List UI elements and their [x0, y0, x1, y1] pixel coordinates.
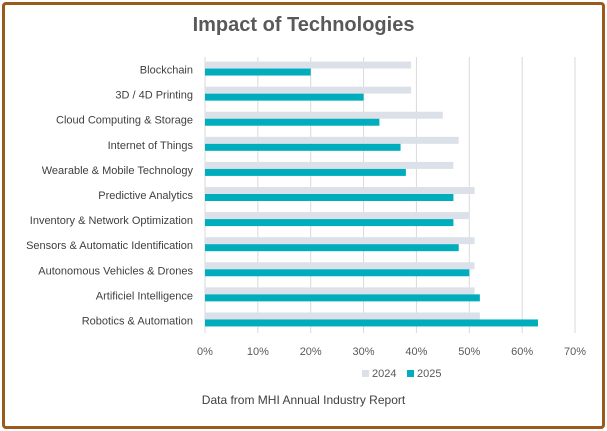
bar-2025	[205, 294, 480, 302]
y-category-label: Internet of Things	[108, 140, 194, 152]
bar-2025	[205, 68, 311, 76]
chart-title: Impact of Technologies	[192, 14, 415, 36]
y-category-label: Cloud Computing & Storage	[56, 115, 193, 127]
x-tick-label: 10%	[247, 346, 269, 358]
x-tick-label: 20%	[300, 346, 322, 358]
bar-2025	[205, 118, 380, 126]
bar-2024	[205, 212, 470, 220]
x-tick-label: 0%	[197, 346, 213, 358]
bar-2024	[205, 136, 459, 144]
bar-2025	[205, 194, 454, 201]
y-category-label: Inventory & Network Optimization	[30, 215, 193, 227]
y-category-label: Predictive Analytics	[98, 190, 193, 202]
bar-2025	[205, 93, 364, 101]
legend-swatch-2024	[362, 370, 369, 377]
y-category-label: Sensors & Automatic Identification	[26, 240, 193, 252]
x-tick-label: 40%	[405, 346, 427, 358]
x-tick-label: 30%	[353, 346, 375, 358]
bar-2024	[205, 262, 475, 270]
bar-2025	[205, 269, 470, 277]
x-tick-label: 60%	[511, 346, 533, 358]
bar-2024	[205, 161, 454, 169]
y-category-label: Robotics & Automation	[82, 315, 193, 327]
legend-swatch-2025	[407, 370, 414, 377]
bar-2025	[205, 168, 406, 176]
bar-2024	[205, 86, 412, 94]
y-category-label: Artificiel Intelligence	[96, 290, 193, 302]
bar-2024	[205, 61, 412, 69]
bar-2025	[205, 143, 401, 151]
y-category-label: Wearable & Mobile Technology	[42, 165, 194, 177]
y-category-label: 3D / 4D Printing	[115, 90, 193, 102]
legend-label: 2024	[372, 368, 396, 380]
legend-label: 2025	[417, 368, 441, 380]
bar-2025	[205, 219, 454, 227]
x-tick-label: 50%	[458, 346, 480, 358]
bar-2025	[205, 319, 538, 327]
bar-2025	[205, 244, 459, 252]
chart-caption: Data from MHI Annual Industry Report	[201, 393, 406, 407]
y-category-label: Autonomous Vehicles & Drones	[38, 265, 193, 277]
bar-2024	[205, 287, 475, 295]
x-tick-label: 70%	[564, 346, 586, 358]
bar-2024	[205, 111, 443, 119]
bar-2024	[205, 312, 480, 320]
bar-2024	[205, 187, 475, 194]
y-category-label: Blockchain	[140, 65, 193, 77]
bar-2024	[205, 237, 475, 245]
